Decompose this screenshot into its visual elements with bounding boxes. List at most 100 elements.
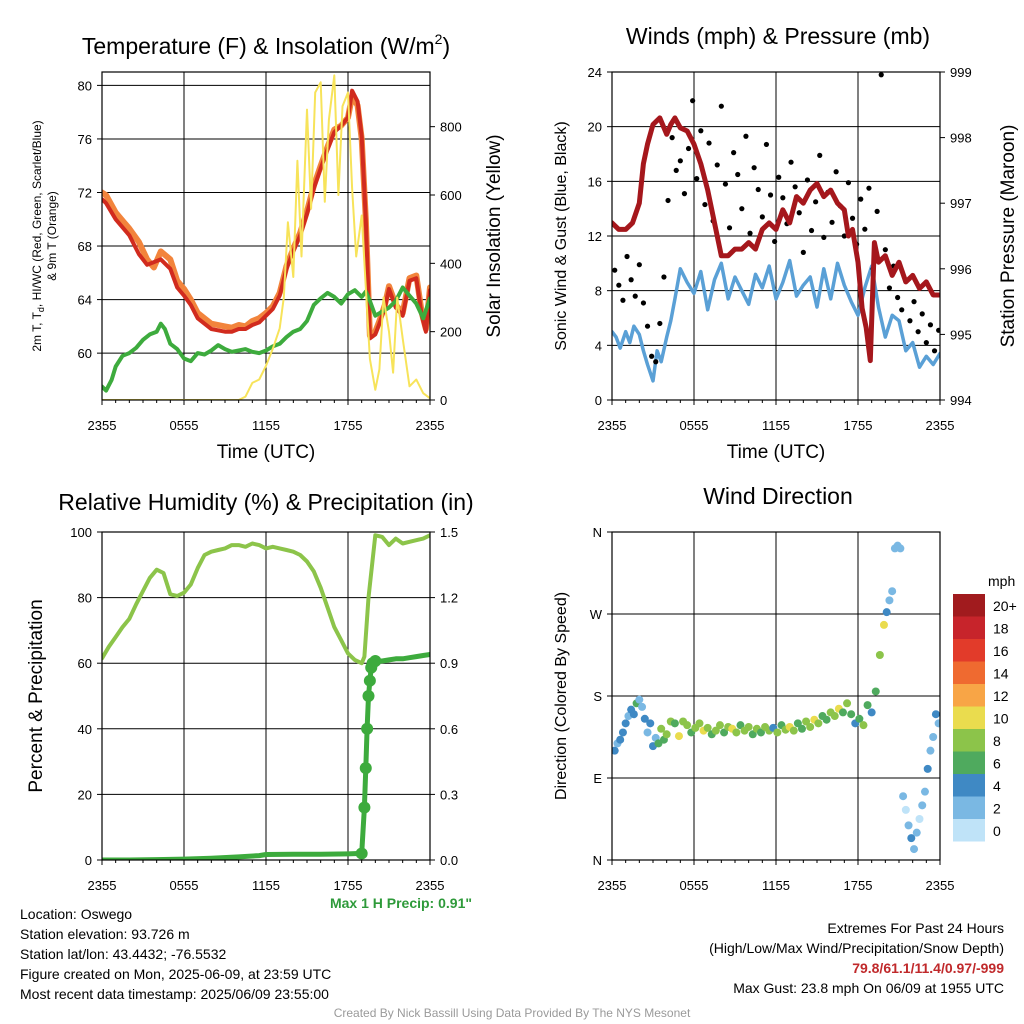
gust-point [780, 195, 786, 201]
y2-tick-label: 0.3 [440, 787, 458, 802]
gust-point [657, 320, 663, 327]
y2-tick-label: 998 [950, 131, 972, 146]
x-tick-label: 1155 [762, 878, 790, 893]
direction-point [901, 805, 910, 814]
direction-point [703, 723, 712, 732]
direction-point [806, 722, 815, 731]
y2-tick-label: 995 [950, 327, 972, 342]
direction-point [923, 764, 932, 773]
x-tick-label: 0555 [680, 878, 709, 893]
y-tick-label: 20 [78, 787, 92, 802]
direction-point [847, 710, 856, 719]
legend-swatch [953, 684, 985, 707]
y-tick-label: 8 [595, 284, 602, 299]
plot-frame [101, 71, 431, 401]
legend-label: 16 [993, 643, 1009, 659]
direction-panel: 2355 0555 1155 1755 2355 N E S W N [590, 525, 955, 893]
precip-point [355, 847, 368, 860]
station-latlon: Station lat/lon: 43.4432; -76.5532 [20, 946, 227, 962]
x-tick-label: 0555 [170, 418, 199, 433]
gust-point [895, 294, 901, 301]
y-tick-label: 24 [588, 65, 602, 80]
direction-point [918, 801, 927, 810]
gust-point [698, 128, 704, 134]
gust-point [800, 249, 806, 255]
direction-point [859, 721, 868, 730]
gust-point [718, 103, 724, 109]
temp-panel: 2355 0555 1155 1755 235560646872768002004006… [78, 71, 462, 433]
gust-point [866, 185, 872, 191]
y-tick-label: 16 [588, 174, 602, 189]
y-tick-label: E [593, 771, 602, 786]
gust-point [772, 238, 778, 245]
gust-point [685, 145, 692, 152]
legend-label: 18 [993, 621, 1009, 637]
gust-point [813, 199, 819, 205]
direction-point [674, 732, 683, 741]
gust-point [743, 133, 749, 139]
gust-point [669, 135, 675, 141]
gust-point [788, 159, 794, 165]
x-tick-label: 1755 [334, 418, 363, 433]
gust-point [841, 233, 847, 239]
gust-point [702, 201, 708, 208]
y2-tick-label: 1.5 [440, 525, 458, 540]
y-tick-label: 40 [78, 722, 92, 737]
direction-point [732, 728, 741, 737]
y-tick-label: 12 [588, 229, 602, 244]
gust-point [763, 141, 770, 148]
wind-y2-axis-label: Station Pressure (Maroon) [998, 125, 1019, 348]
precip-point [369, 655, 382, 668]
direction-point [871, 687, 880, 696]
direction-point [929, 733, 938, 741]
gust-point [808, 227, 815, 234]
y-tick-label: 100 [70, 525, 92, 540]
legend-swatch [953, 616, 985, 639]
gust-point [640, 300, 647, 306]
plot-area [612, 72, 940, 383]
y2-tick-label: 1.2 [440, 591, 458, 606]
gust-point [624, 253, 630, 260]
precip-point [359, 762, 372, 775]
direction-point [635, 695, 644, 704]
y2-tick-label: 800 [440, 120, 462, 135]
temp-y2-axis-label: Solar Insolation (Yellow) [484, 134, 505, 337]
y2-tick-label: 400 [440, 256, 462, 271]
direction-point [695, 719, 704, 728]
precip-point [361, 722, 374, 735]
y2-tick-label: 0 [440, 393, 447, 408]
gust-point [936, 327, 940, 333]
x-tick-label: 1755 [334, 878, 363, 893]
dewpoint-line [102, 285, 430, 393]
gust-point [919, 311, 925, 317]
x-tick-label: 2355 [926, 878, 955, 893]
gust-point [628, 277, 634, 283]
legend-swatch [953, 729, 985, 752]
direction-point [797, 724, 806, 733]
gust-point [804, 177, 811, 183]
direction-point [931, 710, 940, 719]
x-tick-label: 1155 [252, 418, 280, 433]
plot-frame [611, 71, 941, 401]
direction-point [612, 746, 619, 755]
direction-point [670, 719, 679, 728]
legend-label: 6 [993, 756, 1001, 772]
direction-point [748, 730, 757, 739]
extremes-values: 79.8/61.1/11.4/0.97/-999 [852, 960, 1004, 976]
direction-point [616, 735, 625, 744]
direction-point [618, 728, 627, 737]
gust-point [751, 165, 757, 171]
gust-point [849, 215, 856, 221]
legend-label: 4 [993, 778, 1001, 794]
wind_speed-line [612, 258, 940, 383]
y-tick-label: 80 [78, 78, 92, 93]
direction-point [855, 714, 864, 723]
gust-point [923, 340, 929, 346]
gust-point [817, 152, 823, 158]
x-tick-label: 0555 [680, 418, 709, 433]
gust-point [706, 140, 712, 146]
direction-point [756, 728, 765, 737]
direction-point [934, 719, 940, 728]
rh-chart-title: Relative Humidity (%) & Precipitation (i… [58, 489, 473, 515]
legend-swatch [953, 751, 985, 774]
